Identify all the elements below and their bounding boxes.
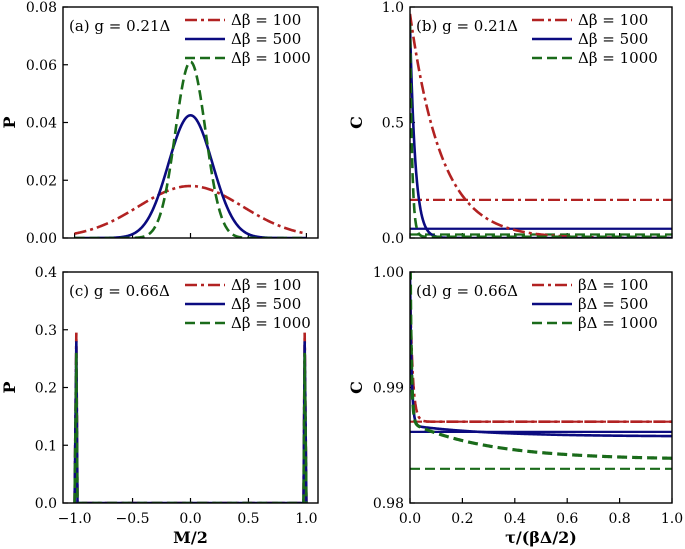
panel-annotation: (a) g = 0.21Δ — [69, 17, 171, 35]
panel-annotation: (d) g = 0.66Δ — [416, 282, 518, 300]
legend-label: Δβ = 1000 — [578, 49, 658, 67]
x-tick-label: 0.0 — [399, 511, 421, 527]
x-tick-label: 0.5 — [237, 511, 259, 527]
y-axis-label: P — [0, 381, 19, 393]
legend-label: βΔ = 100 — [578, 276, 648, 294]
y-tick-label: 0.00 — [26, 231, 57, 247]
series-line-0 — [410, 285, 672, 423]
y-tick-label: 0.08 — [26, 0, 57, 16]
x-tick-label: 0.2 — [451, 511, 473, 527]
plot-area — [410, 272, 672, 470]
axes-frame — [62, 6, 319, 239]
axes-frame — [62, 271, 319, 504]
panel-annotation: (c) g = 0.66Δ — [69, 282, 170, 300]
legend-label: Δβ = 500 — [231, 295, 301, 313]
y-tick-label: 0.4 — [35, 265, 57, 281]
y-tick-label: 0.2 — [35, 381, 57, 397]
x-tick-label: 0.0 — [179, 511, 201, 527]
series-line-1 — [73, 341, 308, 503]
x-tick-label: 1.0 — [661, 511, 683, 527]
y-tick-label: 0.3 — [35, 323, 57, 339]
series-line-2 — [73, 352, 308, 503]
y-axis-label: C — [347, 116, 366, 129]
panel-annotation: (b) g = 0.21Δ — [416, 17, 518, 35]
panel-2: 0.0 0.1 0.2 0.3 0.4 −1.0 −0.5 0.0 0.5 1.0 (c) g = … — [0, 265, 319, 547]
legend-label: Δβ = 1000 — [231, 314, 311, 332]
x-tick-label: 1.0 — [295, 511, 317, 527]
y-tick-label: 0.98 — [373, 496, 404, 512]
x-tick-label: 0.8 — [608, 511, 630, 527]
series-line-1 — [410, 274, 672, 438]
panel-3: 0.98 0.99 1.00 0.0 0.2 0.4 0.6 0.8 1.0 (d) g = 0.… — [347, 265, 683, 547]
y-tick-label: 0.1 — [35, 438, 57, 454]
legend-label: Δβ = 500 — [231, 30, 301, 48]
series-line-0 — [74, 184, 307, 235]
y-axis-label: P — [0, 116, 19, 128]
legend-label: Δβ = 100 — [231, 11, 301, 29]
x-tick-label: −0.5 — [116, 511, 150, 527]
y-tick-label: 0.02 — [26, 173, 57, 189]
x-tick-label: 0.4 — [504, 511, 526, 527]
x-tick-label: 0.6 — [556, 511, 578, 527]
axes-frame — [409, 271, 673, 504]
y-axis-label: C — [347, 381, 366, 394]
y-tick-label: 0.99 — [373, 381, 404, 397]
y-tick-label: 1.00 — [373, 265, 404, 281]
legend-label: Δβ = 1000 — [231, 49, 311, 67]
legend-label: Δβ = 100 — [231, 276, 301, 294]
y-tick-label: 0.0 — [382, 231, 404, 247]
y-tick-label: 0.04 — [26, 116, 57, 132]
legend-label: βΔ = 1000 — [578, 314, 658, 332]
plot-area — [74, 60, 307, 238]
x-axis-label: τ/(βΔ/2) — [505, 528, 577, 547]
x-tick-label: −1.0 — [58, 511, 92, 527]
plot-area — [73, 332, 308, 503]
legend-label: βΔ = 500 — [578, 295, 648, 313]
y-tick-label: 0.0 — [35, 496, 57, 512]
y-tick-label: 1.0 — [382, 0, 404, 16]
axes-frame — [409, 6, 673, 239]
legend-label: Δβ = 500 — [578, 30, 648, 48]
legend-label: Δβ = 100 — [578, 11, 648, 29]
series-line-2 — [410, 23, 672, 238]
panel-0: 0.00 0.02 0.04 0.06 0.08 (a) g = 0.21Δ Δβ = 10… — [0, 0, 319, 247]
y-tick-label: 0.5 — [382, 116, 404, 132]
x-axis-label: M/2 — [173, 528, 208, 547]
series-line-2 — [410, 272, 672, 460]
series-line-0 — [73, 332, 308, 503]
series-line-2 — [74, 60, 307, 238]
series-line-1 — [74, 113, 307, 238]
y-tick-label: 0.06 — [26, 58, 57, 74]
